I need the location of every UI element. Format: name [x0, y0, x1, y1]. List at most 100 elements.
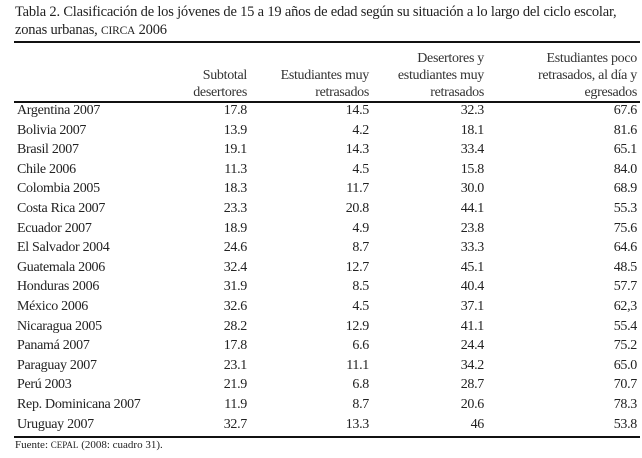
table-cell: 44.1: [460, 200, 485, 216]
table-cell: 4.5: [352, 298, 369, 314]
table-cell: 45.1: [460, 259, 485, 275]
table-row: Ecuador 2007 18.9 4.9 23.8 75.6: [14, 219, 640, 239]
top-rule: [14, 41, 640, 43]
source-org: CEPAL: [50, 440, 79, 450]
table-cell: 32.3: [460, 103, 485, 118]
table-cell: 11.7: [346, 181, 369, 197]
table-title: Tabla 2. Clasificación de los jóvenes de…: [15, 3, 640, 40]
row-label: Rep. Dominicana 2007: [17, 396, 141, 412]
row-label: Costa Rica 2007: [17, 200, 106, 216]
table-row: Argentina 2007 17.8 14.5 32.3 67.6: [14, 101, 640, 121]
table-cell: 75.6: [613, 220, 638, 236]
table-cell: 17.8: [223, 338, 248, 354]
table-cell: 57.7: [613, 279, 638, 295]
table-cell: 11.1: [346, 357, 369, 373]
table-cell: 46: [470, 416, 485, 432]
table-row: Costa Rica 2007 23.3 20.8 44.1 55.3: [14, 199, 640, 219]
table-cell: 13.3: [345, 416, 370, 432]
table-cell: 64.6: [613, 240, 638, 256]
table-cell: 53.8: [613, 416, 638, 432]
table-cell: 24.6: [223, 240, 248, 256]
table-cell: 4.5: [352, 161, 369, 177]
row-label: Ecuador 2007: [17, 220, 92, 236]
table-cell: 13.9: [223, 122, 248, 138]
row-label: Chile 2006: [17, 161, 76, 177]
table-cell: 55.4: [613, 318, 638, 334]
row-label: Colombia 2005: [17, 181, 100, 197]
column-header: [14, 45, 164, 101]
table-cell: 15.8: [460, 161, 485, 177]
data-table: Subtotal desertores Estudiantes muy retra…: [14, 45, 640, 434]
title-text: Tabla 2. Clasificación de los jóvenes de…: [15, 4, 617, 38]
table-cell: 18.9: [223, 220, 248, 236]
table-cell: 41.1: [460, 318, 485, 334]
table-cell: 6.8: [352, 377, 369, 393]
table-cell: 12.7: [345, 259, 370, 275]
table-cell: 8.7: [352, 396, 369, 412]
table-cell: 33.3: [460, 240, 485, 256]
table-cell: 65.1: [613, 142, 638, 158]
column-header: Estudiantes muy retrasados: [280, 68, 370, 100]
table-cell: 32.4: [223, 259, 248, 275]
table-cell: 19.1: [223, 142, 248, 158]
row-label: Honduras 2006: [17, 279, 100, 295]
table-row: Colombia 2005 18.3 11.7 30.0 68.9: [14, 179, 640, 199]
table-row: Paraguay 2007 23.1 11.1 34.2 65.0: [14, 356, 640, 376]
table-cell: 32.7: [223, 416, 248, 432]
table-row: México 2006 32.6 4.5 37.1 62,3: [14, 297, 640, 317]
table-cell: 33.4: [460, 142, 485, 158]
table-cell: 6.6: [352, 338, 369, 354]
table-cell: 30.0: [460, 181, 485, 197]
table-cell: 4.9: [352, 220, 369, 236]
column-header: Subtotal desertores: [193, 68, 247, 100]
table-row: El Salvador 2004 24.6 8.7 33.3 64.6: [14, 238, 640, 258]
title-circa: CIRCA: [101, 25, 136, 37]
table-row: Bolivia 2007 13.9 4.2 18.1 81.6: [14, 121, 640, 141]
table-row: Honduras 2006 31.9 8.5 40.4 57.7: [14, 277, 640, 297]
table-cell: 8.7: [352, 240, 369, 256]
table-row: Brasil 2007 19.1 14.3 33.4 65.1: [14, 140, 640, 160]
table-cell: 23.1: [223, 357, 248, 373]
row-label: Nicaragua 2005: [17, 318, 102, 334]
table-cell: 37.1: [460, 298, 485, 314]
row-label: Paraguay 2007: [17, 357, 97, 373]
table-cell: 23.3: [223, 200, 248, 216]
table-row: Guatemala 2006 32.4 12.7 45.1 48.5: [14, 258, 640, 278]
row-label: El Salvador 2004: [17, 240, 110, 256]
table-cell: 28.7: [460, 377, 485, 393]
table-cell: 48.5: [613, 259, 638, 275]
table-cell: 40.4: [460, 279, 485, 295]
header-rule: [14, 101, 640, 103]
row-label: Guatemala 2006: [17, 259, 105, 275]
table-cell: 62,3: [613, 298, 638, 314]
table-cell: 17.8: [223, 103, 248, 118]
column-header: Desertores y estudiantes muy retrasados: [397, 51, 484, 100]
table-cell: 14.3: [345, 142, 370, 158]
table-row: Uruguay 2007 32.7 13.3 46 53.8: [14, 415, 640, 435]
row-label: México 2006: [17, 298, 88, 314]
table-cell: 14.5: [345, 103, 370, 118]
table-cell: 23.8: [460, 220, 485, 236]
table-cell: 31.9: [223, 279, 248, 295]
source-ref: (2008: cuadro 31).: [81, 439, 163, 451]
table-cell: 34.2: [460, 357, 485, 373]
table-cell: 70.7: [613, 377, 638, 393]
table-cell: 67.6: [613, 103, 638, 118]
column-header: Estudiantes poco retrasados, al día y eg…: [538, 51, 637, 100]
table-cell: 78.3: [613, 396, 638, 412]
table-cell: 8.5: [352, 279, 369, 295]
row-label: Perú 2003: [17, 377, 72, 393]
table-cell: 11.3: [224, 161, 247, 177]
header-row: Subtotal desertores Estudiantes muy retra…: [14, 45, 640, 101]
table-row: Panamá 2007 17.8 6.6 24.4 75.2: [14, 336, 640, 356]
table-row: Nicaragua 2005 28.2 12.9 41.1 55.4: [14, 317, 640, 337]
row-label: Brasil 2007: [17, 142, 79, 158]
table-cell: 81.6: [613, 122, 638, 138]
table-cell: 28.2: [223, 318, 248, 334]
title-year: 2006: [138, 22, 167, 38]
table-row: Chile 2006 11.3 4.5 15.8 84.0: [14, 160, 640, 180]
table-cell: 55.3: [613, 200, 638, 216]
table-cell: 84.0: [613, 161, 638, 177]
row-label: Argentina 2007: [17, 103, 101, 118]
